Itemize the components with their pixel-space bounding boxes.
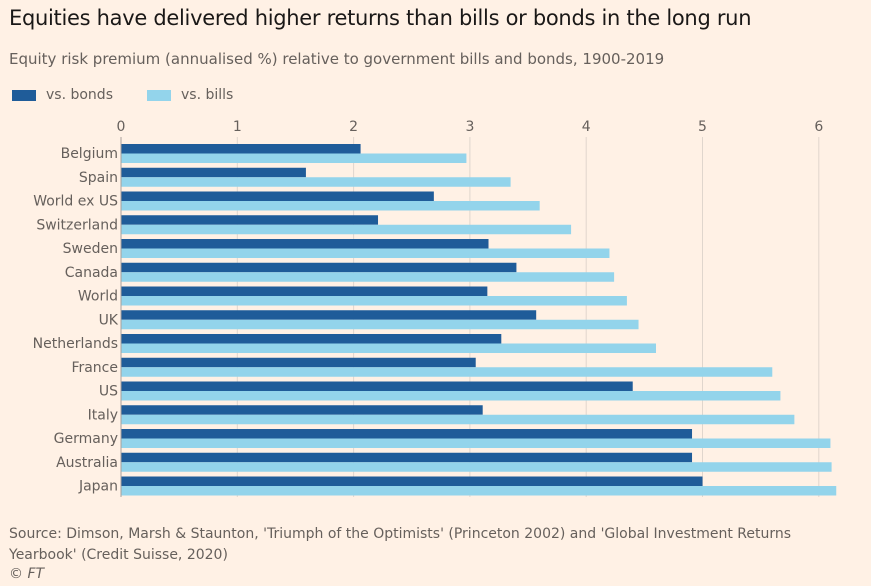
x-tick-label: 2 [349,119,358,135]
bar-bills [121,201,540,211]
bar-bonds [121,334,502,344]
bar-bills [121,153,467,163]
y-category-label: Japan [78,479,118,495]
x-tick-label: 0 [117,119,126,135]
x-tick-label: 3 [465,119,474,135]
ft-credit: © FT [9,566,45,582]
bar-bills [121,486,837,496]
bar-bonds [121,191,434,201]
bar-bonds [121,405,483,415]
legend-label-bonds: vs. bonds [46,87,113,103]
bar-bonds [121,310,537,320]
y-category-label: Spain [79,170,118,186]
bar-bills [121,343,656,353]
legend-swatch-bonds [12,89,36,101]
bar-bonds [121,167,306,178]
bar-bonds [121,357,476,368]
bar-bills [121,367,773,377]
bar-bonds [121,381,633,391]
y-category-label: Canada [65,265,118,281]
bar-bonds [121,144,361,154]
bar-bills [121,296,627,306]
bar-bonds [121,452,693,463]
bar-bills [121,438,831,448]
bar-bills [121,391,781,401]
bar-bonds [121,476,703,486]
chart-title: Equities have delivered higher returns t… [9,6,752,30]
legend-item-bonds: vs. bonds [12,87,113,103]
bar-bills [121,248,610,258]
y-category-label: Sweden [63,241,118,257]
y-category-label: UK [99,312,119,328]
legend-item-bills: vs. bills [147,87,233,103]
x-tick-label: 6 [814,119,823,135]
source-note: Source: Dimson, Marsh & Staunton, 'Trium… [9,526,792,563]
y-category-label: World [78,289,118,305]
y-category-label: Australia [56,455,118,471]
x-tick-label: 1 [233,119,242,135]
bar-bills [121,414,795,425]
y-category-label: Netherlands [33,336,118,352]
bar-bills [121,177,511,187]
bar-bonds [121,286,488,296]
y-category-label: Germany [54,431,118,447]
bar-bills [121,224,572,235]
chart-subtitle: Equity risk premium (annualised %) relat… [9,50,665,68]
legend-label-bills: vs. bills [181,87,234,103]
bar-bonds [121,215,379,225]
bar-bonds [121,262,517,273]
x-tick-label: 5 [698,119,707,135]
y-category-label: France [71,360,118,376]
bar-bonds [121,429,693,439]
bar-bonds [121,239,489,249]
legend-swatch-bills [147,89,171,101]
legend: vs. bonds vs. bills [12,87,233,103]
x-tick-label: 4 [582,119,591,135]
y-category-label: US [99,384,118,400]
y-category-label: Belgium [61,146,118,162]
bar-bills [121,462,832,472]
bar-bills [121,319,639,330]
y-category-label: Switzerland [36,217,118,233]
y-category-label: Italy [88,407,118,423]
bar-bills [121,272,615,282]
y-category-label: World ex US [33,194,118,210]
